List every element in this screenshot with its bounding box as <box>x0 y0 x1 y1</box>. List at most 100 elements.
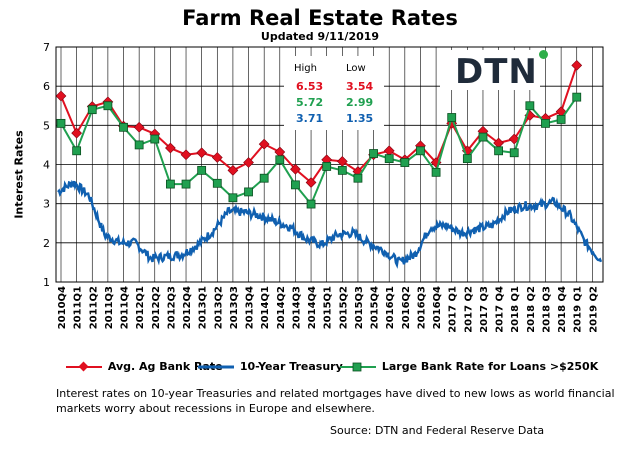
y-tick-label: 2 <box>43 237 50 250</box>
legend-swatch-treasury <box>198 365 234 369</box>
x-tick-label: 2013Q2 <box>213 286 224 329</box>
x-tick-label: 2019 Q1 <box>573 286 584 333</box>
stat-high-ag: 6.53 <box>296 80 324 93</box>
high-header: High <box>294 63 317 74</box>
logo-dot-icon <box>538 50 548 59</box>
data-point-large <box>275 155 285 165</box>
x-tick-label: 2017 Q2 <box>463 286 474 333</box>
footnote: Interest rates on 10-year Treasuries and… <box>56 387 615 415</box>
x-tick-label: 2016Q2 <box>401 286 412 329</box>
x-tick-label: 2011Q4 <box>120 286 131 329</box>
data-point-large <box>494 146 504 156</box>
legend-label-treasury: 10-Year Treasury <box>239 360 343 373</box>
x-tick-label: 2012Q3 <box>166 286 177 329</box>
x-tick-label: 2013Q4 <box>245 286 256 329</box>
x-tick-label: 2013Q3 <box>229 286 240 329</box>
data-point-ag <box>71 127 83 139</box>
data-point-large <box>228 193 238 203</box>
x-tick-label: 2016Q1 <box>385 286 396 329</box>
data-point-ag <box>383 145 395 157</box>
data-point-ag <box>336 155 348 167</box>
data-point-large <box>556 115 566 124</box>
data-point-ag <box>243 157 254 168</box>
data-point-large <box>525 101 535 111</box>
x-tick-label: 2014Q1 <box>260 286 271 329</box>
legend-label-large: Large Bank Rate for Loans >$250K <box>381 360 599 373</box>
data-point-large <box>400 158 410 167</box>
data-point-large <box>150 134 160 144</box>
data-point-large <box>384 154 394 164</box>
stat-high-treasury: 3.71 <box>296 112 324 125</box>
data-point-large <box>509 148 519 158</box>
x-tick-label: 2012Q4 <box>182 286 193 329</box>
x-tick-label: 2014Q2 <box>276 286 287 329</box>
dtn-logo: DTN <box>455 50 548 92</box>
logo-box <box>440 50 540 90</box>
y-tick-label: 7 <box>43 41 50 54</box>
data-point-ag <box>133 121 145 133</box>
x-tick-label: 2018 Q2 <box>526 286 537 333</box>
stat-high-large: 5.72 <box>296 96 324 109</box>
y-tick-label: 6 <box>43 80 50 93</box>
y-tick-label: 4 <box>43 159 50 172</box>
data-point-large <box>87 105 97 115</box>
stat-low-ag: 3.54 <box>346 80 374 93</box>
data-point-ag <box>196 147 208 159</box>
stat-low-treasury: 1.35 <box>346 112 374 125</box>
x-tick-label: 2015Q4 <box>370 286 381 329</box>
data-point-large <box>431 167 441 177</box>
series-line-ag <box>60 65 578 184</box>
legend-swatch-ag <box>66 361 102 372</box>
data-point-large <box>72 146 82 156</box>
x-tick-label: 2016Q3 <box>416 286 427 329</box>
legend-item-ag: Avg. Ag Bank Rate <box>64 360 223 373</box>
data-point-ag <box>227 165 239 176</box>
data-point-ag <box>180 149 192 161</box>
data-point-ag <box>258 138 270 150</box>
data-point-ag <box>305 177 317 188</box>
data-point-large <box>541 118 550 128</box>
data-point-large <box>369 149 378 158</box>
data-point-ag <box>555 106 567 117</box>
data-point-large <box>56 118 66 128</box>
data-point-large <box>337 165 347 175</box>
data-point-large <box>259 173 269 183</box>
x-tick-label: 2012Q1 <box>135 286 146 329</box>
data-point-large <box>134 140 144 150</box>
stat-low-large: 2.99 <box>346 96 374 109</box>
data-point-large <box>181 179 191 189</box>
series-line-large <box>60 96 578 207</box>
data-point-ag <box>571 60 583 71</box>
data-point-large <box>197 165 207 175</box>
stats-box <box>284 56 384 130</box>
data-point-large <box>447 113 457 122</box>
data-point-large <box>478 132 488 142</box>
data-point-large <box>212 178 222 188</box>
data-point-large <box>244 187 253 197</box>
x-tick-label: 2011Q2 <box>88 286 99 329</box>
data-point-large <box>322 162 332 171</box>
x-tick-label: 2011Q3 <box>104 286 115 329</box>
chart-subtitle: Updated 9/11/2019 <box>260 30 380 43</box>
x-tick-label: 2018 Q1 <box>510 286 521 333</box>
dtn-logo-text: DTN <box>455 52 538 92</box>
data-point-ag <box>55 90 67 102</box>
low-header: Low <box>346 63 366 74</box>
x-tick-label: 2014Q4 <box>307 286 318 329</box>
data-point-large <box>462 154 472 164</box>
legend-item-treasury: 10-Year Treasury <box>196 360 343 373</box>
x-tick-label: 2015Q3 <box>354 286 365 329</box>
data-point-ag <box>493 137 504 149</box>
legend-label-ag: Avg. Ag Bank Rate <box>107 360 223 373</box>
data-point-ag <box>211 152 223 163</box>
data-point-ag <box>508 133 520 145</box>
y-tick-label: 3 <box>43 198 50 211</box>
data-point-large <box>353 173 363 183</box>
data-point-large <box>416 146 425 156</box>
x-tick-label: 2018 Q4 <box>557 286 568 333</box>
data-point-large <box>291 180 300 190</box>
data-point-ag <box>290 163 301 175</box>
x-tick-label: 2010Q4 <box>57 286 68 329</box>
x-tick-label: 2018 Q3 <box>541 286 552 333</box>
